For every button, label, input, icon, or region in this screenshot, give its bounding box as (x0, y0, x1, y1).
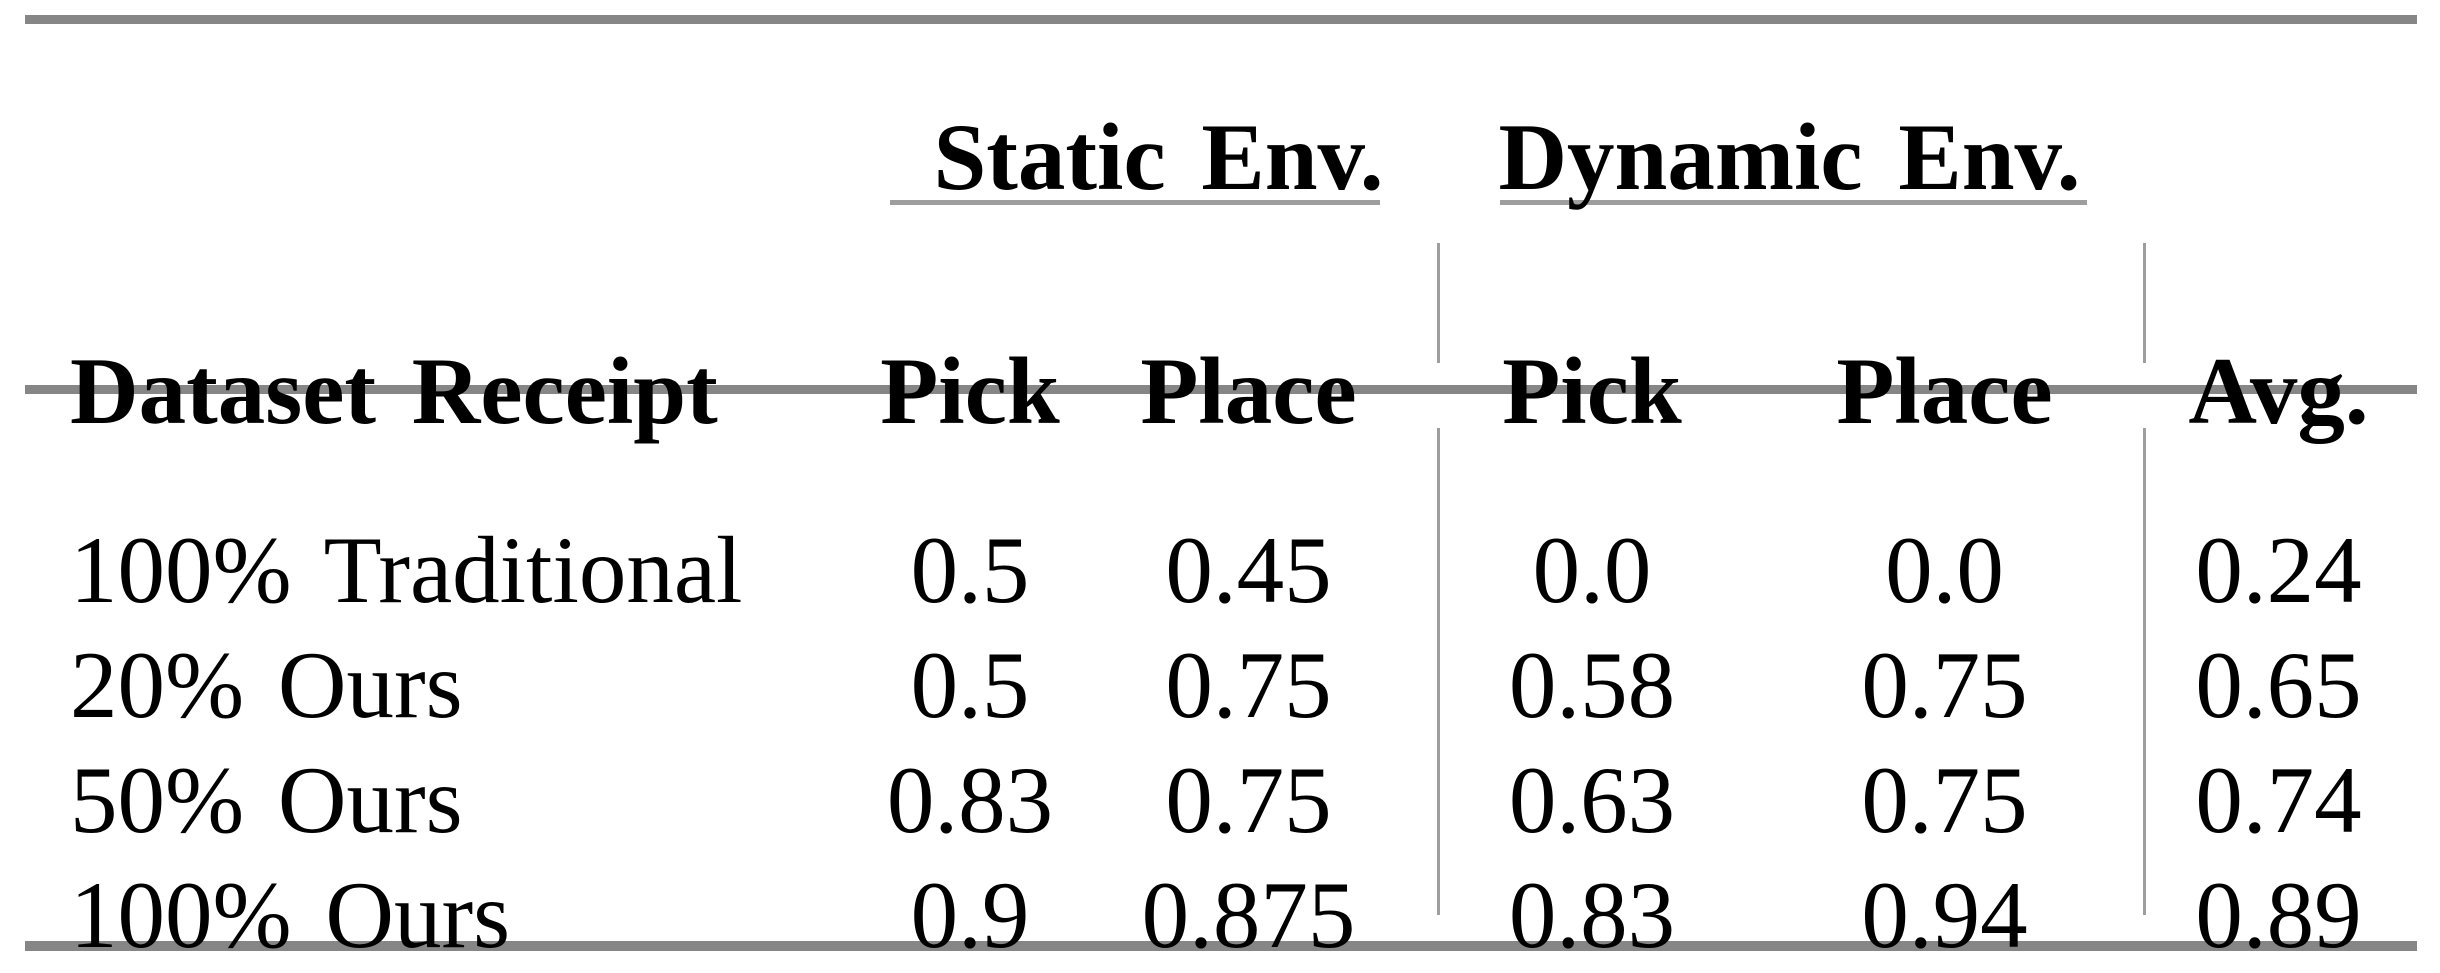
table-row-20-ours: 20% Ours 0.5 0.75 0.58 0.75 0.65 (25, 628, 2415, 743)
results-table: Static Env. Dynamic Env. Dataset Receipt… (25, 0, 2415, 973)
cell-static-place: 0.45 (1165, 517, 1332, 623)
vertical-rule-avg-body (2143, 428, 2146, 915)
table-row-100-traditional: 100% Traditional 0.5 0.45 0.0 0.0 0.24 (25, 513, 2415, 628)
cell-dynamic-place: 0.0 (1885, 517, 2004, 623)
table-top-rule (25, 15, 2417, 24)
cell-avg: 0.24 (2195, 517, 2362, 623)
table-row-50-ours: 50% Ours 0.83 0.75 0.63 0.75 0.74 (25, 743, 2415, 858)
column-header-dynamic-pick: Pick (1502, 338, 1682, 444)
cell-static-pick: 0.83 (886, 747, 1054, 853)
column-group-static-env: Static Env. (933, 104, 1384, 210)
vertical-rule-avg-header (2143, 243, 2146, 363)
column-header-avg: Avg. (2188, 338, 2369, 444)
cell-dynamic-place: 0.75 (1861, 632, 2028, 738)
cell-static-place: 0.75 (1165, 632, 1332, 738)
cell-avg: 0.74 (2195, 747, 2362, 853)
cell-avg: 0.89 (2195, 862, 2362, 968)
cell-dynamic-place: 0.94 (1861, 862, 2028, 968)
column-header-row: Dataset Receipt Pick Place Pick Place Av… (25, 250, 2415, 483)
cell-static-pick: 0.5 (910, 517, 1030, 623)
cell-avg: 0.65 (2195, 632, 2362, 738)
cmidrule-dynamic-env (1500, 200, 2087, 205)
cell-dynamic-pick: 0.83 (1508, 862, 1676, 968)
column-group-dynamic-env: Dynamic Env. (1498, 104, 2081, 210)
cell-dynamic-place: 0.75 (1861, 747, 2028, 853)
column-header-static-pick: Pick (880, 338, 1060, 444)
cell-static-pick: 0.9 (910, 862, 1030, 968)
table-mid-rule (25, 385, 2417, 394)
cell-dynamic-pick: 0.63 (1508, 747, 1676, 853)
row-label: 100% Ours (70, 862, 511, 968)
group-header-empty-right (2142, 0, 2415, 250)
row-label: 20% Ours (70, 632, 463, 738)
row-label: 50% Ours (70, 747, 463, 853)
cell-dynamic-pick: 0.58 (1508, 632, 1676, 738)
cmidrule-static-env (890, 200, 1380, 205)
cell-static-place: 0.875 (1141, 862, 1356, 968)
column-header-static-place: Place (1140, 338, 1357, 444)
column-header-dataset-receipt: Dataset Receipt (70, 338, 718, 444)
vertical-rule-dynamic-header (1437, 243, 1440, 363)
table-row-100-ours: 100% Ours 0.9 0.875 0.83 0.94 0.89 (25, 858, 2415, 973)
column-header-dynamic-place: Place (1836, 338, 2053, 444)
cell-static-place: 0.75 (1165, 747, 1332, 853)
cell-dynamic-pick: 0.0 (1532, 517, 1652, 623)
spacer-row (25, 483, 2415, 513)
cell-static-pick: 0.5 (910, 632, 1030, 738)
group-header-empty (25, 0, 880, 250)
table-bottom-rule (25, 941, 2417, 951)
column-group-header-row: Static Env. Dynamic Env. (25, 0, 2415, 250)
row-label: 100% Traditional (70, 517, 743, 623)
vertical-rule-dynamic-body (1437, 428, 1440, 915)
